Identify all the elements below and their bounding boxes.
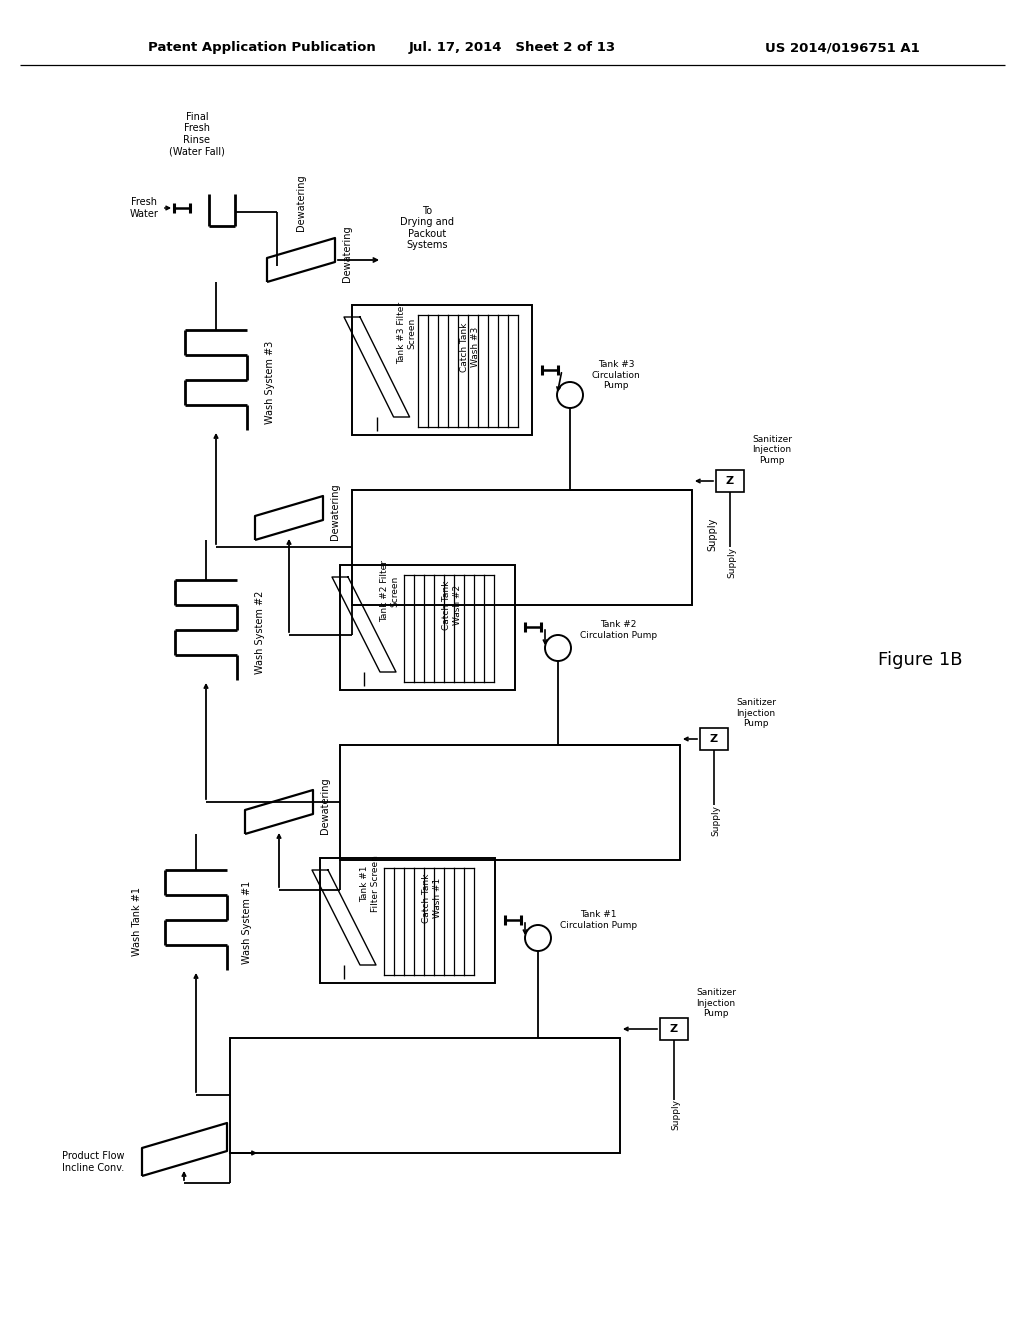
Text: To
Drying and
Packout
Systems: To Drying and Packout Systems [400, 206, 454, 251]
Bar [700, 729, 728, 750]
Text: Dewatering: Dewatering [319, 777, 330, 834]
Text: Z: Z [726, 477, 734, 486]
Text: Supply: Supply [712, 804, 721, 836]
Text: Sanitizer
Injection
Pump: Sanitizer Injection Pump [696, 989, 736, 1018]
Bar [230, 1038, 620, 1152]
Text: Dewatering: Dewatering [330, 483, 340, 540]
Text: Tank #1
Circulation Pump: Tank #1 Circulation Pump [560, 911, 637, 929]
Text: Product Flow
Incline Conv.: Product Flow Incline Conv. [61, 1151, 124, 1172]
Text: Wash System #3: Wash System #3 [265, 341, 275, 424]
Bar [352, 490, 692, 605]
Bar [340, 565, 515, 690]
Bar [716, 470, 744, 492]
Bar [660, 1018, 688, 1040]
Text: Figure 1B: Figure 1B [878, 651, 963, 669]
Bar [340, 744, 680, 861]
Text: Supply: Supply [727, 546, 736, 578]
Bar [319, 858, 495, 983]
Circle shape [557, 381, 583, 408]
Circle shape [525, 925, 551, 950]
Text: Final
Fresh
Rinse
(Water Fall): Final Fresh Rinse (Water Fall) [169, 112, 225, 156]
Text: Tank #2
Circulation Pump: Tank #2 Circulation Pump [580, 620, 657, 640]
Text: Wash Tank #1: Wash Tank #1 [132, 887, 142, 957]
Text: Sanitizer
Injection
Pump: Sanitizer Injection Pump [752, 436, 792, 465]
Text: Supply: Supply [672, 1100, 681, 1130]
Text: Patent Application Publication: Patent Application Publication [148, 41, 376, 54]
Text: US 2014/0196751 A1: US 2014/0196751 A1 [765, 41, 920, 54]
Bar [352, 305, 532, 436]
Text: Catch Tank
Wash #3: Catch Tank Wash #3 [461, 322, 479, 372]
Text: Sanitizer
Injection
Pump: Sanitizer Injection Pump [736, 698, 776, 727]
Text: Catch Tank
Wash #2: Catch Tank Wash #2 [442, 581, 462, 630]
Text: Z: Z [710, 734, 718, 744]
Text: Supply: Supply [707, 517, 717, 550]
Text: Fresh
Water: Fresh Water [130, 197, 159, 219]
Text: Jul. 17, 2014   Sheet 2 of 13: Jul. 17, 2014 Sheet 2 of 13 [409, 41, 615, 54]
Text: Tank #3 Filter
Screen: Tank #3 Filter Screen [397, 302, 417, 364]
Text: Z: Z [670, 1024, 678, 1034]
Text: Catch Tank
Wash #1: Catch Tank Wash #1 [422, 874, 441, 923]
Text: Tank #2 Filter
Screen: Tank #2 Filter Screen [380, 560, 399, 622]
Circle shape [545, 635, 571, 661]
Text: Tank #1
Filter Screen: Tank #1 Filter Screen [360, 855, 380, 912]
Text: Dewatering: Dewatering [342, 226, 352, 282]
Text: Tank #3
Circulation
Pump: Tank #3 Circulation Pump [592, 360, 641, 389]
Text: Dewatering: Dewatering [296, 174, 306, 231]
Text: Wash System #2: Wash System #2 [255, 590, 265, 673]
Text: Wash System #1: Wash System #1 [242, 880, 252, 964]
